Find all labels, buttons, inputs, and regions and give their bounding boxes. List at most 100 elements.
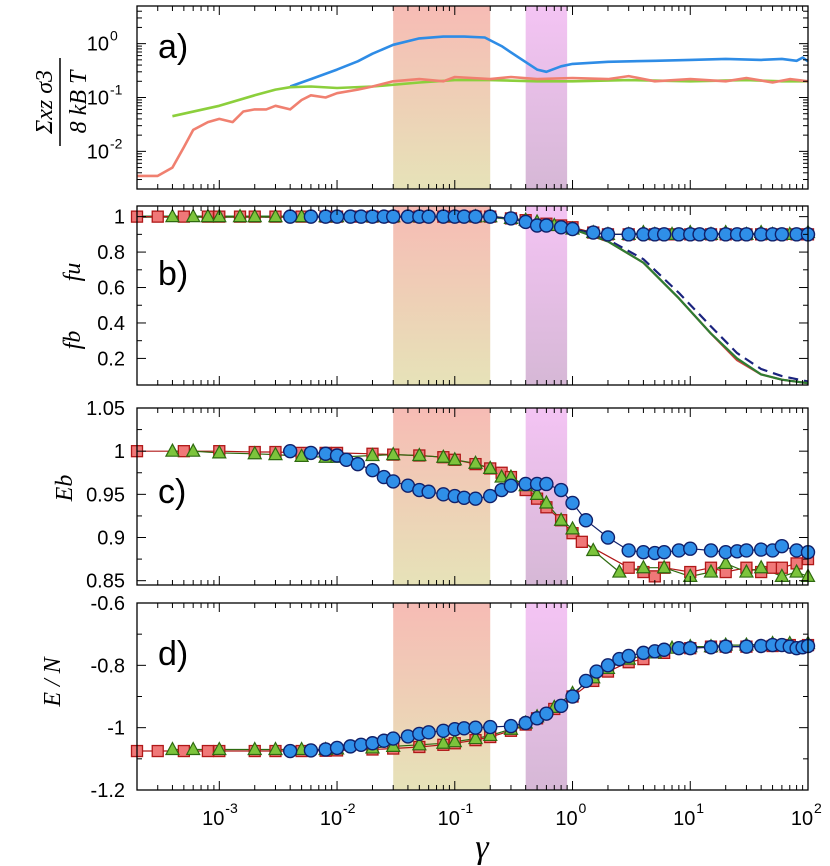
- point-circles: [774, 227, 790, 242]
- point-triangles: [411, 447, 427, 462]
- point-triangles: [538, 494, 554, 509]
- shaded-bands: [393, 6, 568, 790]
- y-tick-label: 0.6: [97, 278, 125, 300]
- x-tick-label: 10: [320, 808, 342, 830]
- point-circles: [303, 445, 319, 461]
- point-circles: [621, 543, 636, 558]
- panel-b-plot: 1 0.8 0.6 0.4 0.2: [97, 205, 816, 386]
- point-triangles: [703, 563, 719, 578]
- panel-b-tag: b): [158, 255, 188, 293]
- y-tick-label: 0.8: [97, 242, 125, 264]
- point-circles: [483, 488, 498, 504]
- point-circles: [303, 209, 319, 224]
- point-triangles: [565, 520, 581, 535]
- plot-frame: [136, 205, 809, 386]
- point-triangles: [185, 442, 201, 457]
- panel-c: 1.05 1 0.95 0.9 0.85 c) Eb: [52, 398, 816, 593]
- x-tick-label: 10: [673, 808, 695, 830]
- point-triangles: [267, 446, 283, 461]
- point-circles: [421, 209, 436, 224]
- ylabel-numerator: Σxz σ3: [32, 70, 58, 135]
- point-squares: [151, 744, 164, 758]
- point-triangles: [267, 208, 283, 223]
- x-tick-exponent: -1: [461, 800, 474, 816]
- point-triangles: [482, 460, 498, 475]
- point-circles: [386, 474, 401, 489]
- x-tick-exponent: 0: [579, 800, 587, 816]
- point-triangles: [529, 486, 545, 500]
- y-tick-exponent: -2: [110, 135, 123, 151]
- y-tick-label: 0.85: [86, 571, 125, 593]
- x-tick-label: 10: [555, 808, 577, 830]
- point-circles: [774, 538, 790, 554]
- point-circles: [739, 543, 754, 558]
- point-circles: [600, 227, 616, 242]
- panel-d: -0.6 -0.8 -1 -1.2 d) E / N: [40, 593, 816, 802]
- y-tick-label: 0.4: [97, 313, 125, 335]
- y-tick-label: -0.8: [91, 655, 125, 677]
- panel-d-plot: -0.6 -0.8 -1 -1.2: [91, 593, 816, 802]
- point-circles: [586, 225, 601, 240]
- point-circles: [539, 706, 554, 721]
- point-circles: [718, 639, 733, 654]
- y-tick-exponent: -1: [110, 82, 123, 98]
- point-triangles: [738, 563, 754, 578]
- point-circles: [739, 639, 754, 654]
- point-triangles: [585, 542, 601, 557]
- y-tick-label: 10: [87, 141, 109, 163]
- band-2-panel-2: [525, 206, 568, 385]
- point-circles: [565, 689, 580, 704]
- point-circles: [589, 664, 604, 679]
- point-triangles: [200, 208, 216, 223]
- point-squares: [622, 561, 635, 574]
- band-2-panel-1: [525, 6, 568, 189]
- point-circles: [539, 218, 554, 233]
- point-circles: [503, 718, 519, 734]
- point-triangles: [385, 446, 401, 461]
- series-line-blue: [289, 35, 809, 88]
- point-triangles: [635, 559, 651, 574]
- point-circles: [386, 209, 401, 224]
- panel-b: 1 0.8 0.6 0.4 0.2 b) fu fb: [60, 205, 816, 386]
- band-1-panel-2: [393, 206, 491, 385]
- point-triangles: [656, 559, 672, 574]
- y-tick-exponent: 0: [110, 28, 118, 44]
- band-1-panel-1: [393, 6, 491, 189]
- point-circles: [578, 513, 594, 528]
- band-1-panel-4: [393, 603, 491, 790]
- x-tick-label: 10: [791, 808, 813, 830]
- point-circles: [303, 743, 319, 758]
- point-triangles: [435, 734, 451, 749]
- point-circles: [503, 478, 519, 493]
- panel-c-ylabel: Eb: [52, 475, 78, 503]
- x-axis-label: γ: [475, 829, 490, 866]
- point-circles: [683, 541, 698, 556]
- point-circles: [539, 476, 554, 492]
- point-circles: [282, 443, 298, 459]
- x-tick-exponent: 1: [696, 800, 704, 816]
- y-tick-label: 0.95: [86, 484, 125, 506]
- point-circles: [421, 725, 436, 740]
- point-circles: [421, 484, 436, 499]
- x-tick-exponent: -3: [225, 800, 238, 816]
- point-circles: [703, 640, 719, 655]
- point-triangles: [753, 559, 769, 574]
- point-triangles: [718, 555, 734, 570]
- point-circles: [483, 719, 498, 735]
- point-squares: [575, 535, 588, 548]
- point-triangles: [247, 741, 263, 756]
- panel-d-ylabel: E / N: [40, 655, 66, 707]
- point-circles: [468, 209, 483, 224]
- point-circles: [565, 495, 580, 511]
- point-triangles: [611, 563, 627, 578]
- series-line-red: [137, 74, 809, 178]
- point-circles: [739, 227, 754, 242]
- y-tick-label: 1.05: [86, 398, 125, 420]
- point-circles: [468, 720, 483, 735]
- point-triangles: [232, 208, 248, 223]
- panel-c-plot: 1.05 1 0.95 0.9 0.85: [86, 398, 816, 593]
- y-tick-label: 10: [87, 88, 109, 110]
- point-circles: [683, 640, 698, 656]
